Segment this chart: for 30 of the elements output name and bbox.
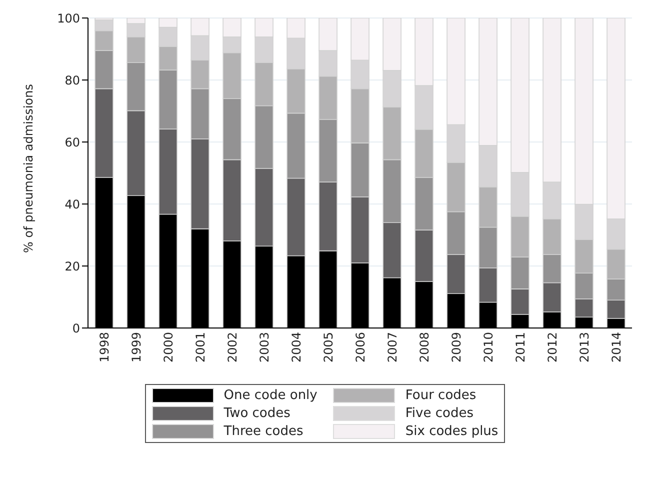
x-tick-label: 2004	[290, 332, 304, 363]
legend-label: Four codes	[405, 388, 476, 403]
x-tick-label: 2007	[386, 332, 400, 363]
x-tick-label: 1999	[130, 332, 144, 363]
x-tick-label: 2009	[450, 332, 464, 363]
x-tick-label: 2013	[578, 332, 592, 363]
x-tick-label: 2002	[226, 332, 240, 363]
y-tick-label: 80	[64, 73, 80, 88]
y-tick-label: 40	[64, 197, 80, 212]
y-tick-label: 100	[57, 11, 80, 26]
y-tick-label: 60	[64, 135, 80, 150]
x-tick-label: 2012	[546, 332, 560, 363]
y-axis-title: % of pneumonia admissions	[21, 84, 36, 253]
legend-label: Six codes plus	[405, 424, 498, 439]
x-tick-label: 2010	[482, 332, 496, 363]
legend-label: One code only	[224, 388, 318, 403]
x-tick-label: 2000	[162, 332, 176, 363]
y-tick-label: 20	[64, 259, 80, 274]
x-tick-label: 2011	[514, 332, 528, 363]
x-tick-label: 2005	[322, 332, 336, 363]
x-tick-label: 2014	[610, 332, 624, 363]
x-tick-label: 1998	[98, 332, 112, 363]
legend-label: Five codes	[405, 406, 474, 421]
x-tick-label: 2008	[418, 332, 432, 363]
legend-label: Three codes	[224, 424, 304, 439]
x-tick-label: 2001	[194, 332, 208, 363]
x-tick-label: 2003	[258, 332, 272, 363]
x-tick-label: 2006	[354, 332, 368, 363]
legend-label: Two codes	[224, 406, 290, 421]
y-tick-label: 0	[72, 321, 80, 336]
